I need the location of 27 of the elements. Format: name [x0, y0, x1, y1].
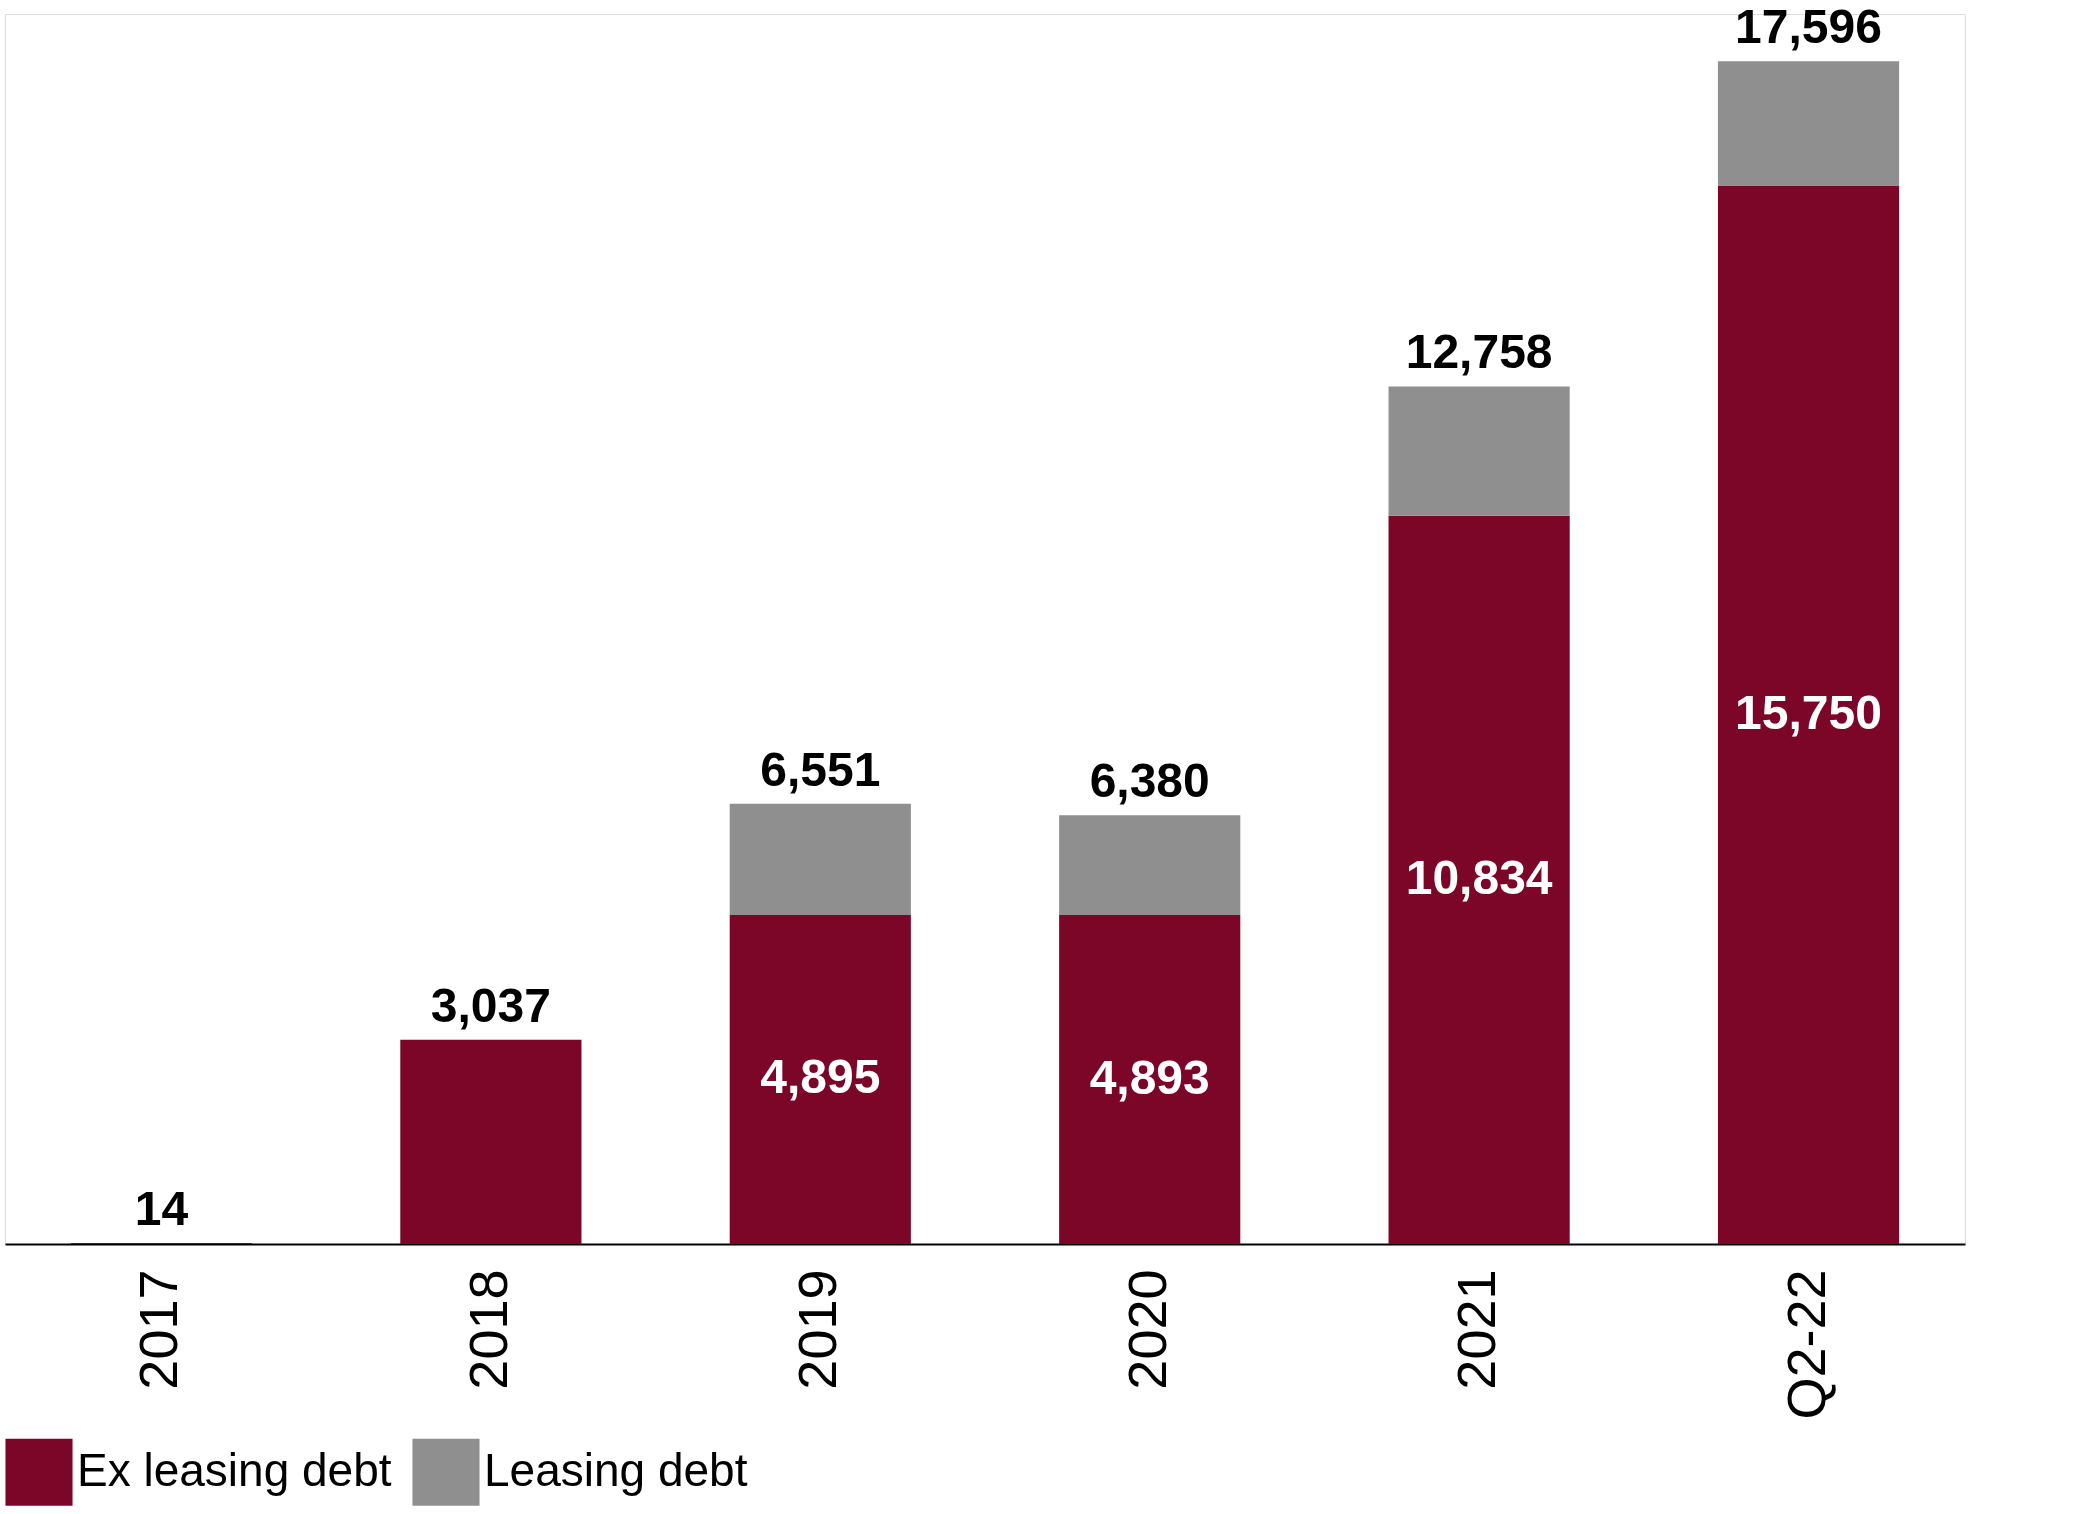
x-tick-label: 2019	[787, 1269, 848, 1390]
x-tick-label: 2017	[128, 1269, 189, 1390]
data-label: 15,750	[1735, 685, 1882, 739]
bar	[729, 914, 911, 1244]
data-label: 4,893	[1089, 1050, 1210, 1104]
legend-label: Leasing debt	[484, 1444, 748, 1497]
bar	[1717, 185, 1900, 1244]
bar	[400, 1039, 582, 1244]
total-label: 6,380	[1089, 754, 1210, 808]
data-label: 4,895	[760, 1050, 881, 1104]
bar	[1059, 815, 1241, 916]
total-label: 17,596	[1735, 0, 1882, 54]
legend-label: Ex leasing debt	[77, 1444, 392, 1497]
bar	[1388, 515, 1570, 1244]
x-tick-label: Q2-22	[1775, 1269, 1836, 1420]
data-label: 10,834	[1405, 850, 1553, 904]
x-tick-label: 2018	[457, 1269, 518, 1390]
bar	[1388, 386, 1570, 516]
x-tick-label: 2020	[1116, 1269, 1177, 1390]
total-label: 12,758	[1405, 325, 1553, 379]
bar	[1717, 61, 1900, 186]
bar	[729, 803, 911, 915]
total-label: 6,551	[760, 742, 881, 796]
total-label: 14	[134, 1182, 189, 1236]
x-tick-label: 2021	[1446, 1269, 1507, 1390]
bar	[1059, 915, 1241, 1244]
total-label: 3,037	[430, 978, 551, 1032]
